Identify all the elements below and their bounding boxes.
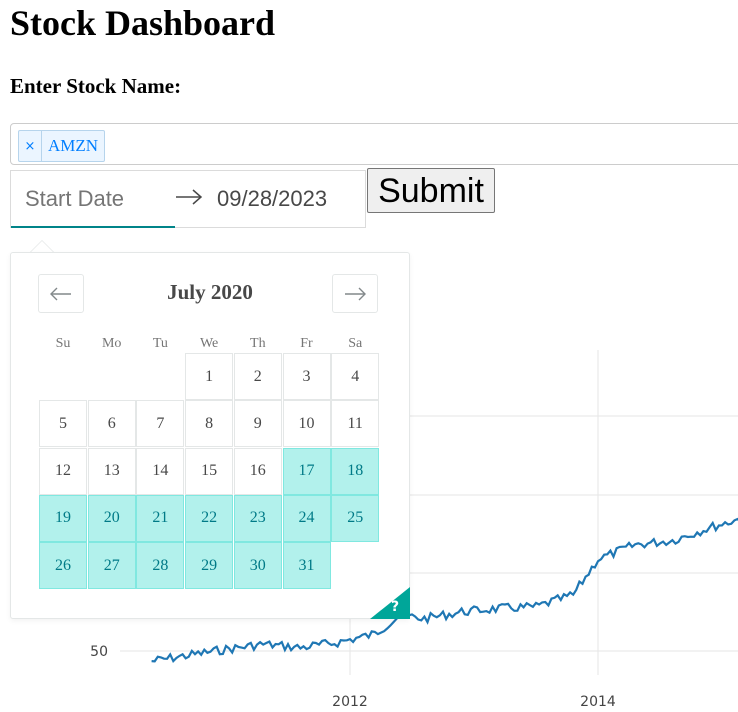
series-line [151, 517, 738, 663]
calendar-day[interactable]: 3 [282, 353, 331, 400]
calendar-day[interactable]: 18 [331, 447, 380, 495]
calendar-day[interactable]: 26 [39, 542, 87, 590]
prev-month-button[interactable] [38, 274, 84, 313]
weekday-we: We [199, 336, 219, 351]
stock-name-label: Enter Stock Name: [10, 74, 182, 98]
calendar-day[interactable]: 8 [185, 400, 234, 448]
weekday-fr: Fr [300, 336, 313, 351]
calendar-day[interactable]: 9 [233, 400, 282, 448]
calendar-day[interactable]: 29 [185, 542, 234, 590]
stock-tag: × AMZN [18, 130, 106, 162]
calendar-day[interactable]: 6 [87, 400, 136, 448]
calendar-popup: July 2020 Su Mo Tu We Th Fr Sa 1 2 3 4 5 6 7 8 9 10 11 12… [10, 252, 410, 619]
calendar-day[interactable]: 24 [282, 494, 331, 542]
calendar-day[interactable]: 11 [331, 400, 380, 448]
submit-button[interactable]: Submit [367, 168, 495, 213]
weekday-tu: Tu [152, 336, 168, 351]
calendar-day[interactable]: 5 [39, 400, 87, 448]
x-tick-label: 2014 [580, 694, 616, 710]
calendar-day[interactable]: 14 [136, 447, 185, 495]
help-question-icon: ? [391, 599, 400, 615]
calendar-day[interactable]: 12 [39, 447, 87, 495]
arrow-left-icon [50, 287, 71, 300]
calendar-day[interactable]: 27 [87, 542, 136, 590]
calendar-day[interactable]: 2 [233, 353, 282, 400]
x-tick-label: 2012 [332, 694, 368, 710]
calendar-day[interactable]: 30 [233, 542, 282, 590]
tag-remove-icon[interactable]: × [19, 131, 42, 161]
calendar-day[interactable]: 7 [136, 400, 185, 448]
calendar-day[interactable]: 1 [185, 353, 234, 400]
date-range-picker: 09/28/2023 [10, 170, 366, 228]
calendar-day[interactable]: 10 [282, 400, 331, 448]
calendar-day[interactable]: 17 [282, 447, 331, 495]
arrow-right-icon [176, 189, 203, 205]
calendar-day[interactable]: 13 [87, 447, 136, 495]
y-tick-label: 50 [90, 644, 108, 660]
calendar-day[interactable]: 20 [87, 494, 136, 542]
start-date-focus-underline [11, 226, 175, 228]
start-date-input[interactable] [11, 171, 176, 227]
calendar-day[interactable]: 22 [185, 494, 234, 542]
calendar-day[interactable]: 28 [136, 542, 185, 590]
calendar-day[interactable]: 21 [136, 494, 185, 542]
calendar-day[interactable]: 19 [39, 494, 87, 542]
next-month-button[interactable] [332, 274, 378, 313]
weekday-su: Su [55, 336, 71, 351]
calendar-day[interactable]: 25 [331, 494, 380, 542]
stock-tag-input[interactable]: × AMZN [10, 123, 738, 165]
calendar-day[interactable]: 4 [331, 353, 380, 400]
calendar-day[interactable]: 16 [233, 447, 282, 495]
calendar-day[interactable]: 31 [282, 542, 331, 590]
end-date-input[interactable]: 09/28/2023 [217, 186, 328, 211]
calendar-day[interactable]: 15 [185, 447, 234, 495]
calendar-month-title: July 2020 [167, 280, 253, 304]
tag-label: AMZN [48, 136, 99, 155]
weekday-mo: Mo [101, 336, 122, 351]
page-title: Stock Dashboard [10, 3, 276, 43]
weekday-sa: Sa [348, 336, 363, 351]
weekday-th: Th [250, 336, 266, 351]
keyboard-shortcuts-help-button[interactable] [370, 587, 410, 619]
calendar-day[interactable]: 23 [233, 494, 282, 542]
arrow-right-icon [345, 287, 366, 300]
